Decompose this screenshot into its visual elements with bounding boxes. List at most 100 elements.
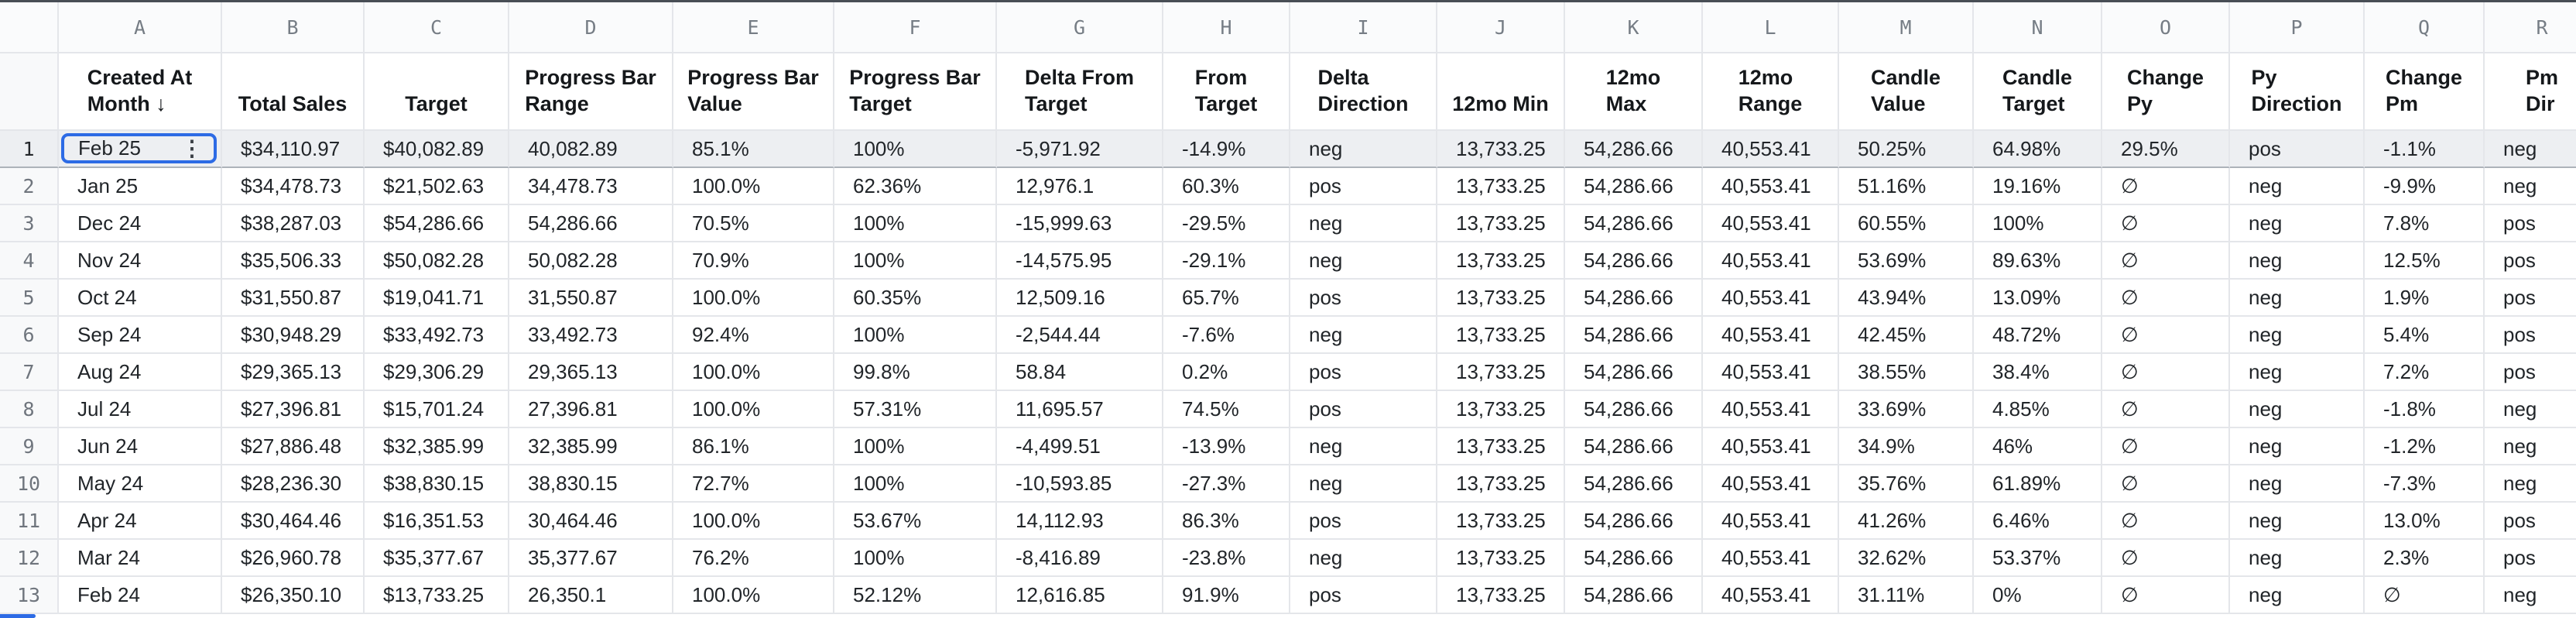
cell-M10[interactable]: 35.76% [1839, 465, 1974, 503]
cell-G11[interactable]: 14,112.93 [997, 503, 1163, 540]
cell-G8[interactable]: 11,695.57 [997, 391, 1163, 428]
cell-B3[interactable]: $38,287.03 [222, 205, 365, 242]
cell-J8[interactable]: 13,733.25 [1437, 391, 1565, 428]
cell-K4[interactable]: 54,286.66 [1565, 242, 1703, 280]
cell-D10[interactable]: 38,830.15 [509, 465, 673, 503]
cell-E9[interactable]: 86.1% [673, 428, 834, 465]
row-number-3[interactable]: 3 [0, 205, 59, 242]
cell-E2[interactable]: 100.0% [673, 168, 834, 205]
row-number-2[interactable]: 2 [0, 168, 59, 205]
cell-P9[interactable]: neg [2230, 428, 2365, 465]
column-header-A[interactable]: A [59, 2, 222, 53]
cell-P4[interactable]: neg [2230, 242, 2365, 280]
cell-R1[interactable]: neg [2485, 131, 2576, 168]
row-number-12[interactable]: 12 [0, 540, 59, 577]
cell-H11[interactable]: 86.3% [1163, 503, 1290, 540]
cell-C12[interactable]: $35,377.67 [365, 540, 509, 577]
cell-O1[interactable]: 29.5% [2102, 131, 2230, 168]
cell-O8[interactable]: ∅ [2102, 391, 2230, 428]
cell-K6[interactable]: 54,286.66 [1565, 317, 1703, 354]
cell-E4[interactable]: 70.9% [673, 242, 834, 280]
cell-M1[interactable]: 50.25% [1839, 131, 1974, 168]
cell-N4[interactable]: 89.63% [1974, 242, 2102, 280]
cell-D13[interactable]: 26,350.1 [509, 577, 673, 614]
cell-L10[interactable]: 40,553.41 [1703, 465, 1839, 503]
cell-D9[interactable]: 32,385.99 [509, 428, 673, 465]
cell-N1[interactable]: 64.98% [1974, 131, 2102, 168]
cell-D4[interactable]: 50,082.28 [509, 242, 673, 280]
cell-I11[interactable]: pos [1290, 503, 1437, 540]
cell-C6[interactable]: $33,492.73 [365, 317, 509, 354]
cell-B10[interactable]: $28,236.30 [222, 465, 365, 503]
cell-A2[interactable]: Jan 25 [59, 168, 222, 205]
cell-B7[interactable]: $29,365.13 [222, 354, 365, 391]
cell-H8[interactable]: 74.5% [1163, 391, 1290, 428]
row-number-9[interactable]: 9 [0, 428, 59, 465]
cell-O7[interactable]: ∅ [2102, 354, 2230, 391]
cell-G9[interactable]: -4,499.51 [997, 428, 1163, 465]
cell-A3[interactable]: Dec 24 [59, 205, 222, 242]
cell-C4[interactable]: $50,082.28 [365, 242, 509, 280]
cell-K3[interactable]: 54,286.66 [1565, 205, 1703, 242]
cell-O12[interactable]: ∅ [2102, 540, 2230, 577]
cell-F12[interactable]: 100% [834, 540, 997, 577]
cell-N11[interactable]: 6.46% [1974, 503, 2102, 540]
cell-H1[interactable]: -14.9% [1163, 131, 1290, 168]
cell-D6[interactable]: 33,492.73 [509, 317, 673, 354]
cell-I4[interactable]: neg [1290, 242, 1437, 280]
cell-F7[interactable]: 99.8% [834, 354, 997, 391]
selected-cell-cursor[interactable]: Feb 25 ⋮ [61, 133, 217, 163]
cell-N13[interactable]: 0% [1974, 577, 2102, 614]
cell-J10[interactable]: 13,733.25 [1437, 465, 1565, 503]
field-header-R[interactable]: Pm Dir [2485, 53, 2576, 131]
cell-M3[interactable]: 60.55% [1839, 205, 1974, 242]
cell-P13[interactable]: neg [2230, 577, 2365, 614]
cell-L3[interactable]: 40,553.41 [1703, 205, 1839, 242]
column-header-F[interactable]: F [834, 2, 997, 53]
cell-B2[interactable]: $34,478.73 [222, 168, 365, 205]
row-number-11[interactable]: 11 [0, 503, 59, 540]
cell-B6[interactable]: $30,948.29 [222, 317, 365, 354]
cell-E8[interactable]: 100.0% [673, 391, 834, 428]
cell-D7[interactable]: 29,365.13 [509, 354, 673, 391]
cell-C1[interactable]: $40,082.89 [365, 131, 509, 168]
cell-I8[interactable]: pos [1290, 391, 1437, 428]
cell-H10[interactable]: -27.3% [1163, 465, 1290, 503]
row-number-7[interactable]: 7 [0, 354, 59, 391]
column-header-O[interactable]: O [2102, 2, 2230, 53]
cell-P3[interactable]: neg [2230, 205, 2365, 242]
field-header-F[interactable]: Progress Bar Target [834, 53, 997, 131]
field-header-M[interactable]: Candle Value [1839, 53, 1974, 131]
field-header-I[interactable]: Delta Direction [1290, 53, 1437, 131]
cell-Q2[interactable]: -9.9% [2365, 168, 2485, 205]
cell-A7[interactable]: Aug 24 [59, 354, 222, 391]
cell-H13[interactable]: 91.9% [1163, 577, 1290, 614]
cell-D5[interactable]: 31,550.87 [509, 280, 673, 317]
cell-R11[interactable]: pos [2485, 503, 2576, 540]
cell-F4[interactable]: 100% [834, 242, 997, 280]
cell-O11[interactable]: ∅ [2102, 503, 2230, 540]
cell-A10[interactable]: May 24 [59, 465, 222, 503]
cell-J3[interactable]: 13,733.25 [1437, 205, 1565, 242]
cell-P8[interactable]: neg [2230, 391, 2365, 428]
row-number-6[interactable]: 6 [0, 317, 59, 354]
field-header-J[interactable]: 12mo Min [1437, 53, 1565, 131]
cell-J2[interactable]: 13,733.25 [1437, 168, 1565, 205]
column-header-G[interactable]: G [997, 2, 1163, 53]
cell-R4[interactable]: pos [2485, 242, 2576, 280]
field-header-H[interactable]: From Target [1163, 53, 1290, 131]
cell-G7[interactable]: 58.84 [997, 354, 1163, 391]
cell-K8[interactable]: 54,286.66 [1565, 391, 1703, 428]
cell-F1[interactable]: 100% [834, 131, 997, 168]
column-header-J[interactable]: J [1437, 2, 1565, 53]
cell-N5[interactable]: 13.09% [1974, 280, 2102, 317]
cell-A4[interactable]: Nov 24 [59, 242, 222, 280]
row-number-10[interactable]: 10 [0, 465, 59, 503]
cell-J5[interactable]: 13,733.25 [1437, 280, 1565, 317]
cell-R6[interactable]: pos [2485, 317, 2576, 354]
cell-M7[interactable]: 38.55% [1839, 354, 1974, 391]
cell-J4[interactable]: 13,733.25 [1437, 242, 1565, 280]
cell-H12[interactable]: -23.8% [1163, 540, 1290, 577]
field-header-B[interactable]: Total Sales [222, 53, 365, 131]
cell-L11[interactable]: 40,553.41 [1703, 503, 1839, 540]
